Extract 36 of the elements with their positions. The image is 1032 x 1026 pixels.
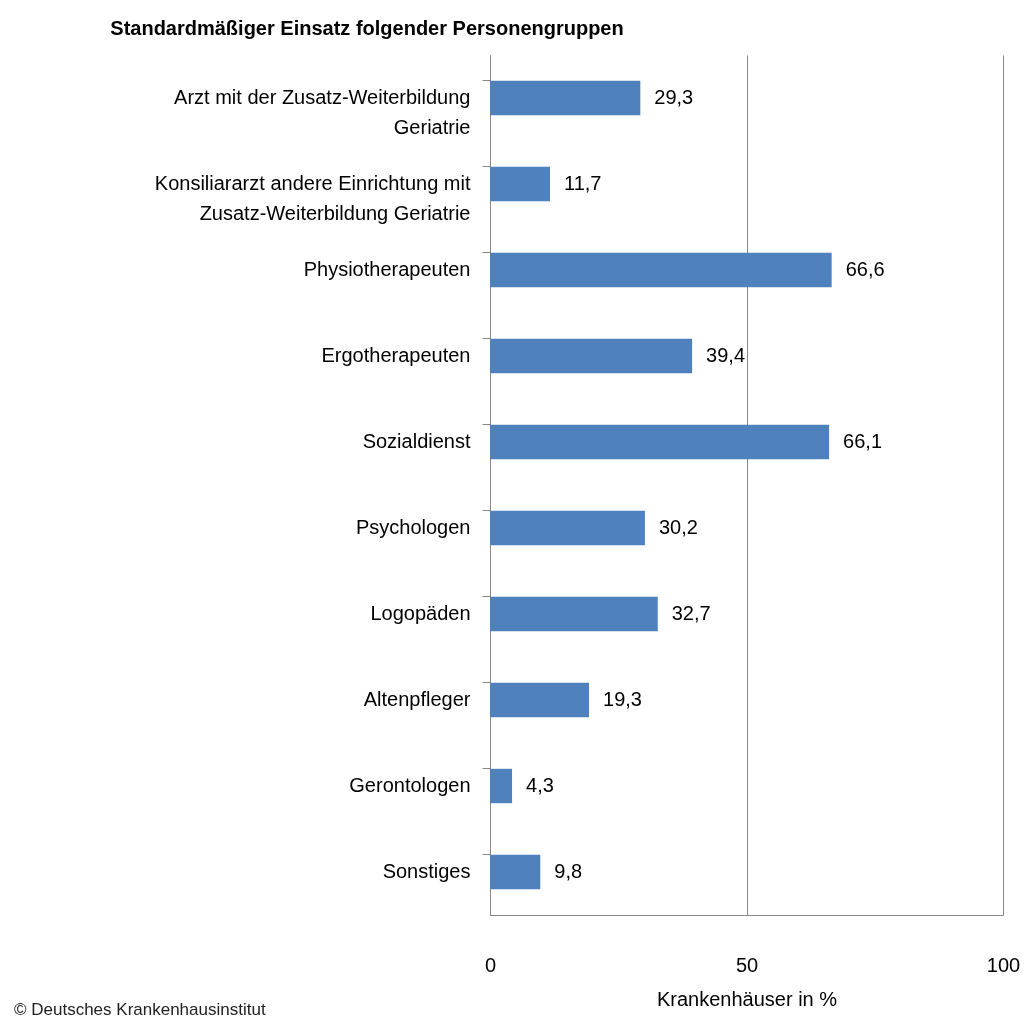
y-tick-label: Sonstiges bbox=[382, 860, 471, 882]
bar bbox=[490, 424, 830, 460]
chart-title: Standardmäßiger Einsatz folgender Personengruppen bbox=[110, 17, 624, 39]
bar bbox=[490, 854, 541, 890]
y-tick-label: Konsiliararzt andere Einrichtung mit Zusatz-Weiterbildung Geriatrie bbox=[154, 172, 471, 224]
bar bbox=[490, 510, 645, 546]
bar bbox=[490, 252, 832, 288]
bar bbox=[490, 338, 693, 374]
y-tick-label: Arzt mit der Zusatz-Weiterbildung Geriatrie bbox=[174, 86, 471, 138]
data-label: 39,4 bbox=[706, 344, 746, 366]
x-tick-label: 100 bbox=[986, 953, 1021, 976]
data-label: 19,3 bbox=[603, 688, 642, 710]
bar bbox=[490, 80, 641, 116]
y-tick-label: Psychologen bbox=[355, 516, 471, 538]
data-label: 29,3 bbox=[654, 86, 694, 108]
data-label: 32,7 bbox=[671, 602, 711, 624]
bar bbox=[490, 596, 658, 632]
y-tick-label: Physiotherapeuten bbox=[303, 258, 471, 280]
text: © Deutsches Krankenhausinstitut bbox=[14, 1000, 266, 1020]
data-label: 4,3 bbox=[526, 774, 554, 796]
bar bbox=[490, 768, 513, 804]
y-tick-label: Sozialdienst bbox=[362, 430, 471, 452]
bar bbox=[490, 682, 590, 718]
x-tick-label: 50 bbox=[735, 953, 759, 976]
bar bbox=[490, 166, 551, 202]
data-label: 11,7 bbox=[564, 172, 602, 194]
data-label: 9,8 bbox=[554, 860, 583, 882]
y-tick-label: Altenpfleger bbox=[363, 688, 471, 710]
y-tick-label: Gerontologen bbox=[349, 774, 471, 796]
data-label: 30,2 bbox=[658, 516, 698, 538]
y-tick-label: Logopäden bbox=[370, 602, 471, 624]
x-axis-title: Krankenhäuser in % bbox=[656, 987, 838, 1010]
data-label: 66,6 bbox=[845, 258, 885, 280]
data-label: 66,1 bbox=[843, 430, 883, 452]
y-tick-label: Ergotherapeuten bbox=[321, 344, 471, 366]
x-tick-label: 0 bbox=[484, 953, 497, 976]
